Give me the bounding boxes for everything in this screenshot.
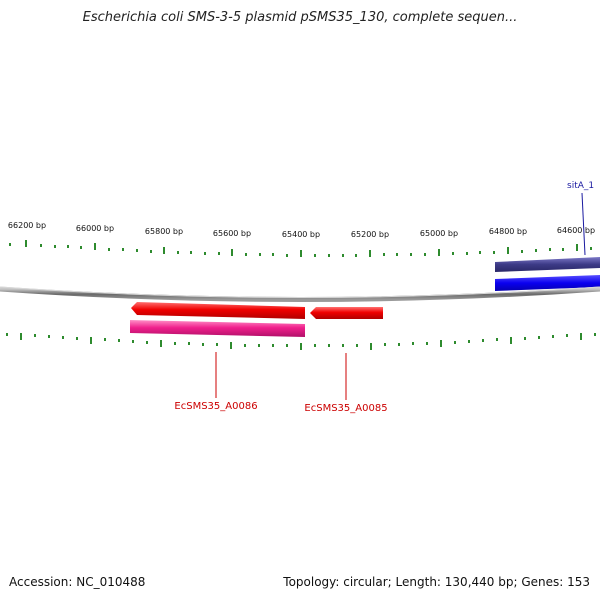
- ruler-label: 64800 bp: [489, 227, 527, 236]
- accession-text: Accession: NC_010488: [9, 575, 146, 589]
- ruler-label: 66000 bp: [76, 224, 114, 233]
- plasmid-backbone: [0, 286, 600, 302]
- reverse-gene-arrow[interactable]: [130, 320, 305, 337]
- outer-ruler: [9, 240, 592, 257]
- ruler-label: 65800 bp: [145, 227, 183, 236]
- ruler-label: 65000 bp: [420, 229, 458, 238]
- sequence-summary: Topology: circular; Length: 130,440 bp; …: [283, 575, 590, 589]
- reverse-gene-arrow[interactable]: [310, 307, 383, 319]
- gene-leader-line: [581, 192, 586, 256]
- gene-label-a0085[interactable]: EcSMS35_A0085: [304, 403, 387, 414]
- forward-gene-arrow[interactable]: [495, 275, 600, 291]
- map-title: Escherichia coli SMS-3-5 plasmid pSMS35_…: [82, 10, 518, 25]
- ruler-label: 65600 bp: [213, 229, 251, 238]
- gene-label-sita-1[interactable]: sitA_1: [567, 181, 594, 191]
- ruler-label: 65200 bp: [351, 230, 389, 239]
- ruler-label: 65400 bp: [282, 230, 320, 239]
- gene-label-a0086[interactable]: EcSMS35_A0086: [174, 401, 257, 412]
- reverse-gene-arrow[interactable]: [131, 302, 305, 319]
- inner-ruler: [6, 333, 596, 350]
- ruler-label: 66200 bp: [8, 221, 46, 230]
- forward-gene-arrow[interactable]: [495, 257, 600, 272]
- ruler-label: 64600 bp: [557, 226, 595, 235]
